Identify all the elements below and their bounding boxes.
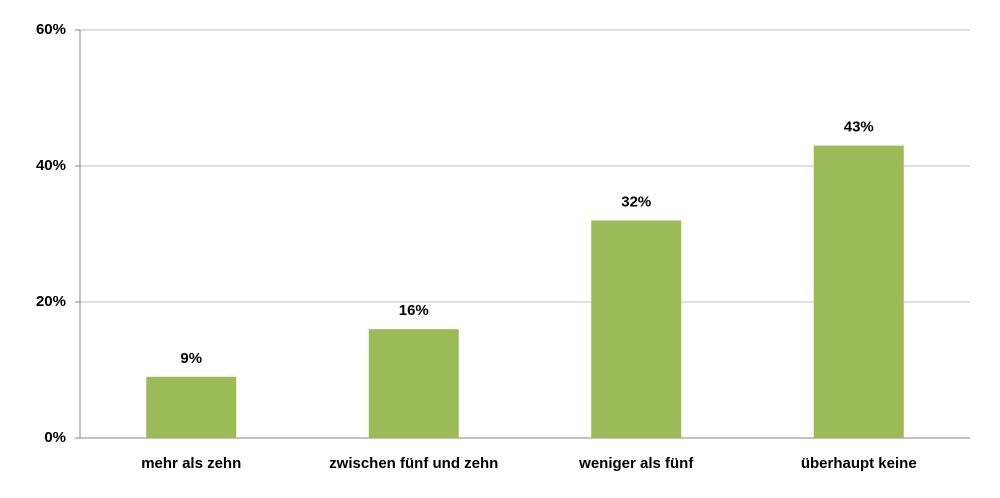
value-label: 9% xyxy=(180,350,202,367)
y-tick-label: 60% xyxy=(36,21,66,38)
bar xyxy=(368,329,459,438)
y-tick-label: 40% xyxy=(36,157,66,174)
x-tick-label: mehr als zehn xyxy=(141,455,241,472)
bar xyxy=(813,145,904,438)
y-tick-label: 0% xyxy=(44,429,66,446)
value-label: 16% xyxy=(399,302,429,319)
x-tick-label: überhaupt keine xyxy=(801,455,917,472)
value-label: 32% xyxy=(621,193,651,210)
x-tick-label: weniger als fünf xyxy=(578,455,694,472)
y-tick-label: 20% xyxy=(36,293,66,310)
value-label: 43% xyxy=(844,119,874,136)
x-tick-label: zwischen fünf und zehn xyxy=(329,455,498,472)
bar xyxy=(146,376,237,438)
bar xyxy=(591,220,682,438)
